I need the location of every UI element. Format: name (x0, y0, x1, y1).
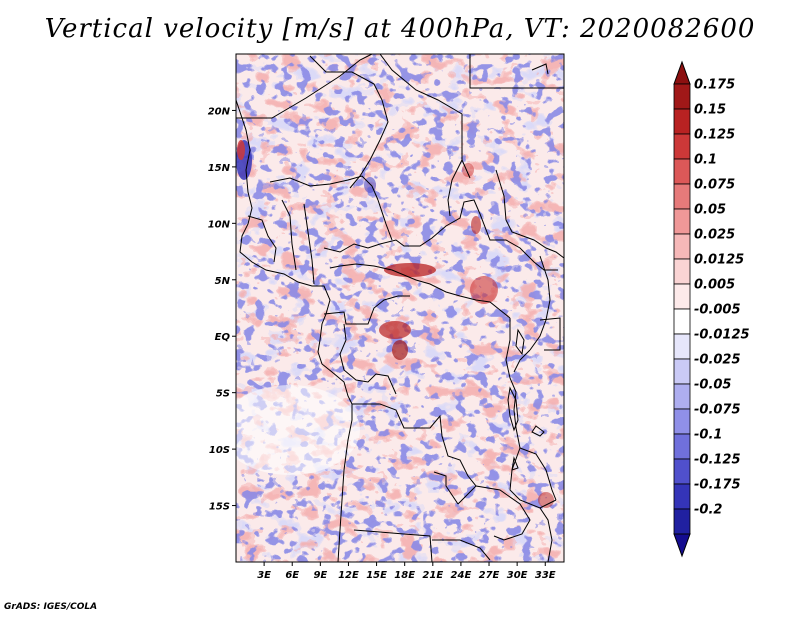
colorbar-label: 0.05 (694, 203, 726, 218)
colorbar-swatch (673, 233, 691, 260)
colorbar-label: 0.125 (694, 128, 735, 143)
colorbar-swatch (673, 258, 691, 285)
colorbar-label: 0.005 (694, 278, 735, 293)
colorbar: 0.175 0.15 0.125 0.1 0.075 0.05 0.025 0.0125 0.0… (673, 60, 750, 558)
lat-tick-label: 5N (215, 276, 231, 287)
colorbar-top-arrow (673, 60, 691, 85)
lat-tick-label: 15S (209, 502, 230, 513)
strong-ascent-cell (470, 276, 498, 304)
lon-tick-label: 12E (338, 570, 359, 581)
colorbar-swatch (673, 483, 691, 510)
lon-tick-label: 15E (366, 570, 387, 581)
velocity-field (236, 54, 564, 562)
lon-tick-label: 3E (257, 570, 271, 581)
strong-ascent-cell (379, 321, 411, 339)
colorbar-swatch (673, 208, 691, 235)
colorbar-swatch (673, 83, 691, 110)
lon-tick-label: 24E (451, 570, 472, 581)
longitude-axis: 3E 6E 9E 12E 15E 18E 21E 24E 27E 30E 33E (257, 562, 556, 581)
colorbar-label: 0.075 (694, 178, 735, 193)
lon-tick-label: 30E (507, 570, 528, 581)
colorbar-label: -0.005 (694, 303, 741, 318)
colorbar-swatch (673, 458, 691, 485)
strong-ascent-cell (471, 216, 481, 234)
lon-tick-label: 6E (285, 570, 299, 581)
colorbar-swatch (673, 283, 691, 310)
country-borders (236, 54, 564, 562)
chart-title: Vertical velocity [m/s] at 400hPa, VT: 2… (44, 14, 756, 44)
colorbar-label: -0.125 (694, 453, 741, 468)
strong-ascent-cell (384, 263, 436, 277)
lat-tick-label: 10N (208, 219, 231, 230)
colorbar-label: 0.1 (694, 153, 717, 168)
strong-ascent-cell (237, 140, 245, 160)
colorbar-swatch (673, 358, 691, 385)
lat-tick-label: EQ (215, 332, 231, 343)
strong-ascent-cell (538, 492, 554, 508)
colorbar-label: -0.0125 (694, 328, 750, 343)
lon-tick-label: 21E (422, 570, 443, 581)
colorbar-label: -0.075 (694, 403, 741, 418)
colorbar-swatch (673, 183, 691, 210)
colorbar-swatch (673, 158, 691, 185)
colorbar-swatch (673, 408, 691, 435)
colorbar-swatch (673, 508, 691, 535)
credit-label: GrADS: IGES/COLA (4, 602, 98, 612)
colorbar-swatch (673, 383, 691, 410)
lat-tick-label: 10S (209, 445, 230, 456)
lat-tick-label: 20N (208, 106, 231, 117)
colorbar-label: 0.175 (694, 78, 735, 93)
colorbar-swatch (673, 308, 691, 335)
latitude-axis: 20N 15N 10N 5N EQ 5S 10S 15S (208, 106, 236, 513)
colorbar-swatch (673, 108, 691, 135)
colorbar-label: 0.025 (694, 228, 735, 243)
lat-tick-label: 5S (216, 389, 230, 400)
map-frame (235, 53, 565, 563)
lon-tick-label: 27E (479, 570, 500, 581)
colorbar-label: -0.175 (694, 478, 741, 493)
colorbar-label: -0.2 (694, 503, 722, 518)
lon-tick-label: 18E (394, 570, 415, 581)
colorbar-label: 0.0125 (694, 253, 744, 268)
colorbar-label: 0.15 (694, 103, 726, 118)
colorbar-bottom-arrow (673, 533, 691, 558)
strong-ascent-cell (392, 340, 408, 360)
colorbar-swatch (673, 333, 691, 360)
colorbar-swatch (673, 433, 691, 460)
lon-tick-label: 33E (535, 570, 556, 581)
colorbar-label: -0.025 (694, 353, 741, 368)
lat-tick-label: 15N (208, 163, 231, 174)
colorbar-swatch (673, 133, 691, 160)
lon-tick-label: 9E (313, 570, 327, 581)
colorbar-label: -0.05 (694, 378, 731, 393)
colorbar-label: -0.1 (694, 428, 722, 443)
